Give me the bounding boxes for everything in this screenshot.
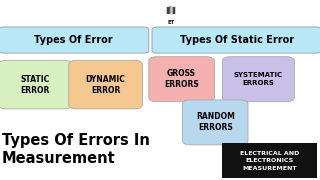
FancyBboxPatch shape (0, 60, 72, 109)
Text: GROSS
ERRORS: GROSS ERRORS (164, 69, 199, 89)
Text: Types Of Static Error: Types Of Static Error (180, 35, 294, 45)
FancyBboxPatch shape (222, 57, 294, 102)
FancyBboxPatch shape (222, 143, 317, 178)
FancyBboxPatch shape (69, 60, 142, 109)
Text: STATIC
ERROR: STATIC ERROR (20, 75, 50, 95)
Text: SYSTEMATIC
ERRORS: SYSTEMATIC ERRORS (234, 72, 283, 86)
FancyBboxPatch shape (0, 27, 149, 53)
Text: ELECTRICAL AND
ELECTRONICS
MEASUREMENT: ELECTRICAL AND ELECTRONICS MEASUREMENT (240, 151, 299, 171)
Text: Types Of Error: Types Of Error (34, 35, 113, 45)
Text: Types Of Errors In
Measurement: Types Of Errors In Measurement (2, 133, 149, 166)
FancyBboxPatch shape (152, 27, 320, 53)
Text: RANDOM
ERRORS: RANDOM ERRORS (196, 112, 235, 132)
Text: ET: ET (168, 20, 175, 25)
Text: DYNAMIC
ERROR: DYNAMIC ERROR (86, 75, 125, 95)
Text: ▐║▌: ▐║▌ (164, 5, 179, 14)
FancyBboxPatch shape (149, 57, 214, 102)
FancyBboxPatch shape (182, 100, 248, 145)
